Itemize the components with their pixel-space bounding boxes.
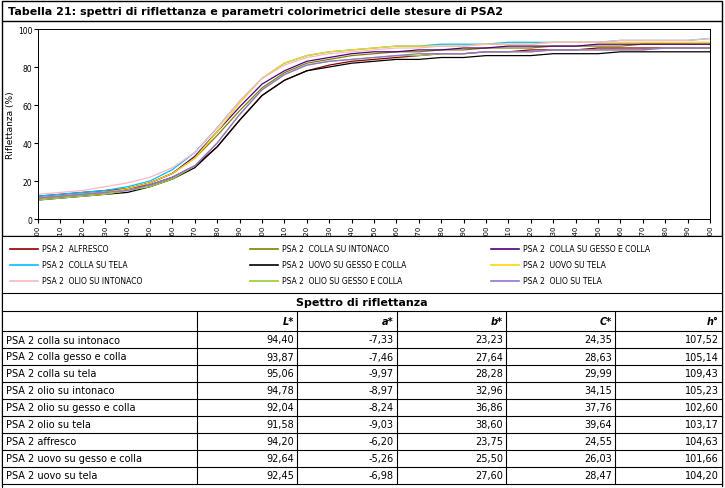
Text: PSA 2 affresco: PSA 2 affresco: [6, 437, 76, 447]
Text: 103,17: 103,17: [685, 420, 719, 429]
Text: 92,45: 92,45: [266, 470, 294, 481]
Text: h°: h°: [707, 316, 719, 326]
Text: PSA 2  OLIO SU GESSO E COLLA: PSA 2 OLIO SU GESSO E COLLA: [281, 277, 402, 286]
Text: PSA 2  ALFRESCO: PSA 2 ALFRESCO: [42, 245, 109, 254]
Text: PSA 2  COLLA SU TELA: PSA 2 COLLA SU TELA: [42, 261, 128, 270]
Text: 91,58: 91,58: [266, 420, 294, 429]
Text: 23,75: 23,75: [475, 437, 503, 447]
Text: -7,33: -7,33: [369, 335, 394, 345]
Text: -8,24: -8,24: [369, 403, 394, 413]
Text: 105,23: 105,23: [685, 386, 719, 396]
Text: -9,97: -9,97: [369, 369, 394, 379]
Text: 24,35: 24,35: [584, 335, 612, 345]
Text: -6,98: -6,98: [369, 470, 394, 481]
Text: 107,52: 107,52: [685, 335, 719, 345]
X-axis label: lunghezza d'onda (nm): lunghezza d'onda (nm): [322, 242, 426, 250]
Text: 37,76: 37,76: [584, 403, 612, 413]
Text: PSA 2 olio su tela: PSA 2 olio su tela: [6, 420, 91, 429]
Text: PSA 2 olio su gesso e colla: PSA 2 olio su gesso e colla: [6, 403, 136, 413]
Text: -7,46: -7,46: [369, 352, 394, 362]
Text: L*: L*: [283, 316, 294, 326]
Text: 92,04: 92,04: [266, 403, 294, 413]
Text: C*: C*: [600, 316, 612, 326]
Text: Tabella 21: spettri di riflettanza e parametri colorimetrici delle stesure di PS: Tabella 21: spettri di riflettanza e par…: [8, 7, 502, 17]
Text: 95,06: 95,06: [266, 369, 294, 379]
Text: 94,20: 94,20: [266, 437, 294, 447]
Text: PSA 2 colla su intonaco: PSA 2 colla su intonaco: [6, 335, 120, 345]
Text: 94,40: 94,40: [266, 335, 294, 345]
Text: PSA 2  OLIO SU INTONACO: PSA 2 OLIO SU INTONACO: [42, 277, 142, 286]
Text: -6,20: -6,20: [369, 437, 394, 447]
Text: -8,97: -8,97: [369, 386, 394, 396]
Text: 39,64: 39,64: [584, 420, 612, 429]
Text: 23,23: 23,23: [475, 335, 503, 345]
Text: Spettro di riflettanza: Spettro di riflettanza: [297, 297, 428, 307]
Text: 102,60: 102,60: [685, 403, 719, 413]
Text: PSA 2 uovo su tela: PSA 2 uovo su tela: [6, 470, 97, 481]
Text: a*: a*: [382, 316, 394, 326]
Text: PSA 2  COLLA SU GESSO E COLLA: PSA 2 COLLA SU GESSO E COLLA: [523, 245, 650, 254]
Text: 34,15: 34,15: [584, 386, 612, 396]
Text: 24,55: 24,55: [584, 437, 612, 447]
Text: 38,60: 38,60: [476, 420, 503, 429]
Text: 26,03: 26,03: [584, 453, 612, 464]
Text: 93,87: 93,87: [266, 352, 294, 362]
Text: PSA 2  UOVO SU TELA: PSA 2 UOVO SU TELA: [523, 261, 606, 270]
Text: 101,66: 101,66: [685, 453, 719, 464]
Text: -5,26: -5,26: [369, 453, 394, 464]
Text: 104,63: 104,63: [685, 437, 719, 447]
Text: 109,43: 109,43: [685, 369, 719, 379]
Text: -9,03: -9,03: [369, 420, 394, 429]
Text: 94,78: 94,78: [266, 386, 294, 396]
Text: 28,63: 28,63: [584, 352, 612, 362]
Text: 25,50: 25,50: [475, 453, 503, 464]
Text: 32,96: 32,96: [476, 386, 503, 396]
Text: PSA 2 colla su tela: PSA 2 colla su tela: [6, 369, 96, 379]
Text: 27,64: 27,64: [475, 352, 503, 362]
Text: 104,20: 104,20: [685, 470, 719, 481]
Text: PSA 2  OLIO SU TELA: PSA 2 OLIO SU TELA: [523, 277, 602, 286]
Text: 28,47: 28,47: [584, 470, 612, 481]
Text: 27,60: 27,60: [475, 470, 503, 481]
Text: 105,14: 105,14: [685, 352, 719, 362]
Text: PSA 2 uovo su gesso e colla: PSA 2 uovo su gesso e colla: [6, 453, 142, 464]
Text: 28,28: 28,28: [475, 369, 503, 379]
Y-axis label: Riflettanza (%): Riflettanza (%): [7, 91, 15, 159]
Text: b*: b*: [491, 316, 503, 326]
Text: 29,99: 29,99: [584, 369, 612, 379]
Text: PSA 2 olio su intonaco: PSA 2 olio su intonaco: [6, 386, 115, 396]
Text: 92,64: 92,64: [266, 453, 294, 464]
Text: 36,86: 36,86: [476, 403, 503, 413]
Text: PSA 2 colla gesso e colla: PSA 2 colla gesso e colla: [6, 352, 126, 362]
Text: PSA 2  UOVO SU GESSO E COLLA: PSA 2 UOVO SU GESSO E COLLA: [281, 261, 406, 270]
Text: PSA 2  COLLA SU INTONACO: PSA 2 COLLA SU INTONACO: [281, 245, 389, 254]
